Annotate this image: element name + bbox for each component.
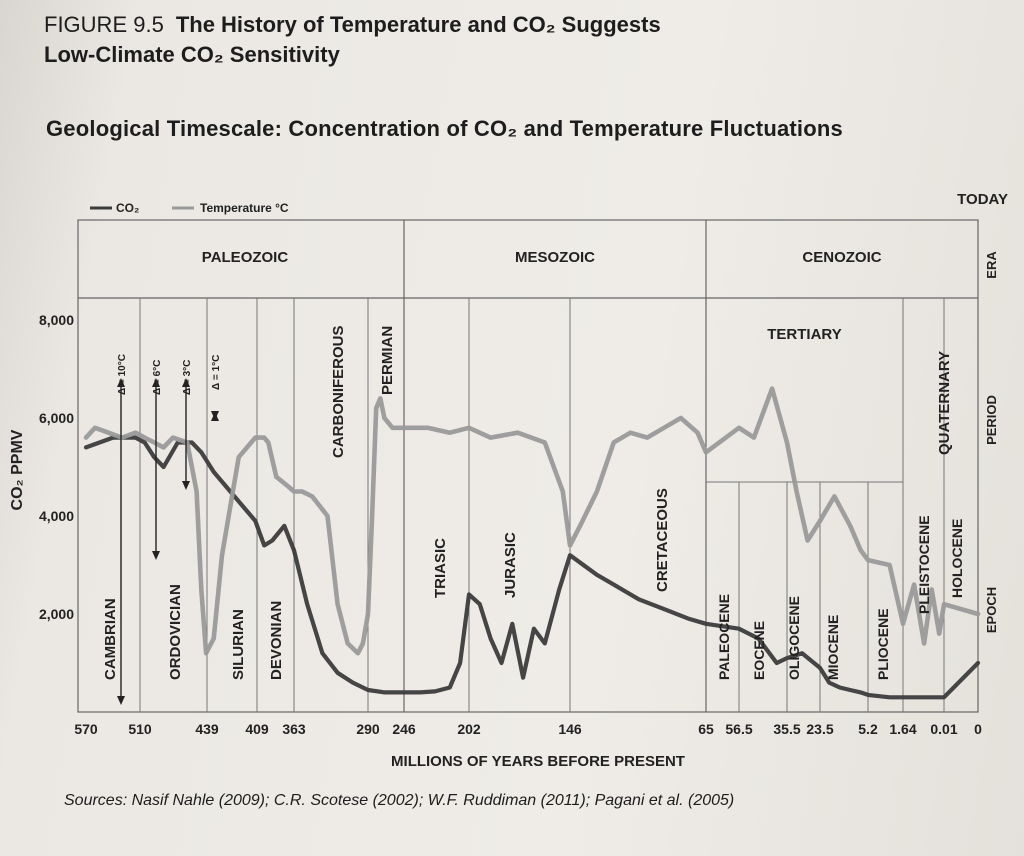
period-label: DEVONIAN: [268, 601, 285, 680]
co2-series-line: [83, 435, 981, 700]
period-label: JURASIC: [502, 532, 519, 598]
delta-annotation-label: Δ = 10°C: [117, 354, 128, 395]
temperature-delta-annotation: Δ = 6°C: [152, 360, 163, 560]
x-tick-label: 246: [392, 721, 416, 737]
epoch-label: OLIGOCENE: [786, 596, 802, 680]
figure-header: FIGURE 9.5 The History of Temperature and…: [44, 10, 984, 70]
period-label: CRETACEOUS: [654, 488, 671, 592]
x-tick-label: 290: [356, 721, 380, 737]
y-tick-label: 2,000: [39, 606, 74, 622]
series-layer: [83, 386, 981, 700]
epoch-label: PALEOCENE: [716, 594, 732, 680]
figure-title-line1: The History of Temperature and CO₂ Sugge…: [175, 12, 661, 37]
x-tick-label: 23.5: [806, 721, 833, 737]
legend-temperature-label: Temperature °C: [200, 201, 289, 215]
period-label: PERMIAN: [379, 326, 396, 395]
period-label: ORDOVICIAN: [167, 584, 184, 680]
era-label: CENOZOIC: [802, 249, 881, 266]
epoch-label: MIOCENE: [825, 615, 841, 680]
legend: CO₂ Temperature °C: [90, 201, 289, 215]
x-tick-label: 202: [457, 721, 481, 737]
temperature-delta-annotation: Δ = 1°C: [211, 355, 222, 421]
x-tick-label: 35.5: [773, 721, 800, 737]
delta-annotation-label: Δ = 3°C: [182, 360, 193, 395]
today-label: TODAY: [957, 191, 1008, 208]
x-tick-label: 570: [74, 721, 98, 737]
period-label: QUATERNARY: [936, 351, 953, 455]
epoch-label: HOLOCENE: [949, 519, 965, 598]
x-tick-label: 363: [282, 721, 306, 737]
sources-note: Sources: Nasif Nahle (2009); C.R. Scotes…: [64, 792, 735, 809]
delta-arrow-head-down: [211, 411, 219, 420]
era-label: PALEOZOIC: [202, 249, 289, 266]
epoch-label: EOCENE: [751, 621, 767, 680]
y-tick-label: 8,000: [39, 312, 74, 328]
chart-title: Geological Timescale: Concentration of C…: [46, 116, 843, 141]
x-tick-label: 56.5: [725, 721, 752, 737]
delta-arrow-head-down: [152, 551, 160, 560]
legend-co2-label: CO₂: [116, 201, 139, 215]
period-label-tertiary: TERTIARY: [767, 326, 841, 343]
temperature-series-line: [83, 386, 981, 656]
row-label: ERA: [984, 251, 999, 279]
x-tick-label: 1.64: [889, 721, 916, 737]
period-label: CARBONIFEROUS: [330, 325, 347, 458]
x-tick-label: 146: [558, 721, 582, 737]
figure-number: FIGURE 9.5: [44, 12, 164, 37]
x-tick-label: 0: [974, 721, 982, 737]
x-tick-label: 65: [698, 721, 714, 737]
temperature-delta-annotation: Δ = 3°C: [182, 360, 193, 490]
x-axis-label: MILLIONS OF YEARS BEFORE PRESENT: [391, 753, 685, 770]
x-tick-label: 5.2: [858, 721, 878, 737]
period-label: TRIASIC: [432, 538, 449, 598]
delta-arrow-head-down: [117, 696, 125, 705]
x-tick-label: 0.01: [930, 721, 957, 737]
y-axis-label: CO₂ PPMV: [9, 429, 26, 510]
row-label: EPOCH: [984, 587, 999, 633]
delta-annotation-label: Δ = 6°C: [152, 360, 163, 395]
period-label: CAMBRIAN: [102, 598, 119, 680]
y-tick-label: 6,000: [39, 410, 74, 426]
x-tick-label: 439: [195, 721, 219, 737]
row-label: PERIOD: [984, 395, 999, 445]
delta-arrow-head-up: [117, 378, 125, 387]
delta-arrow-head-down: [182, 481, 190, 490]
epoch-label: PLIOCENE: [875, 608, 891, 680]
figure-title-line2: Low-Climate CO₂ Sensitivity: [44, 42, 340, 67]
x-tick-label: 409: [245, 721, 269, 737]
delta-arrow-head-up: [152, 378, 160, 387]
x-tick-label: 510: [128, 721, 152, 737]
era-label: MESOZOIC: [515, 249, 595, 266]
delta-arrow-head-up: [182, 378, 190, 387]
temperature-delta-annotation: Δ = 10°C: [117, 354, 128, 705]
period-label: SILURIAN: [230, 609, 247, 680]
label-layer: PALEOZOIC MESOZOIC CENOZOIC CAMBRIAN ORDOVIC…: [9, 191, 1008, 770]
plot-frame: [77, 219, 979, 713]
epoch-label: PLEISTOCENE: [916, 515, 932, 614]
y-tick-label: 4,000: [39, 508, 74, 524]
delta-annotation-label: Δ = 1°C: [211, 355, 222, 390]
